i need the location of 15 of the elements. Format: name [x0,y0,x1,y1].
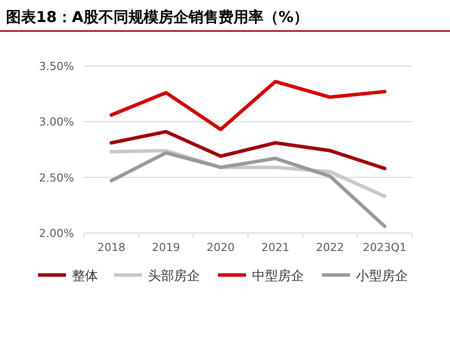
x-tick-label: 2018 [97,241,126,254]
chart-title: 图表18：A股不同规模房企销售费用率（%） [6,8,309,26]
x-tick-label: 2020 [206,241,235,254]
legend-label: 中型房企 [252,268,304,284]
legend-label: 头部房企 [148,268,200,284]
y-tick-label: 3.50% [39,60,74,73]
x-tick-label: 2019 [152,241,180,254]
y-tick-label: 2.50% [39,171,74,184]
y-tick-label: 3.00% [39,116,74,129]
x-tick-label: 2021 [261,241,290,254]
legend-label: 小型房企 [356,268,408,284]
y-tick-label: 2.00% [39,227,74,240]
legend-label: 整体 [72,269,98,284]
x-tick-label: 2023Q1 [362,241,406,254]
x-tick-label: 2022 [316,241,344,254]
